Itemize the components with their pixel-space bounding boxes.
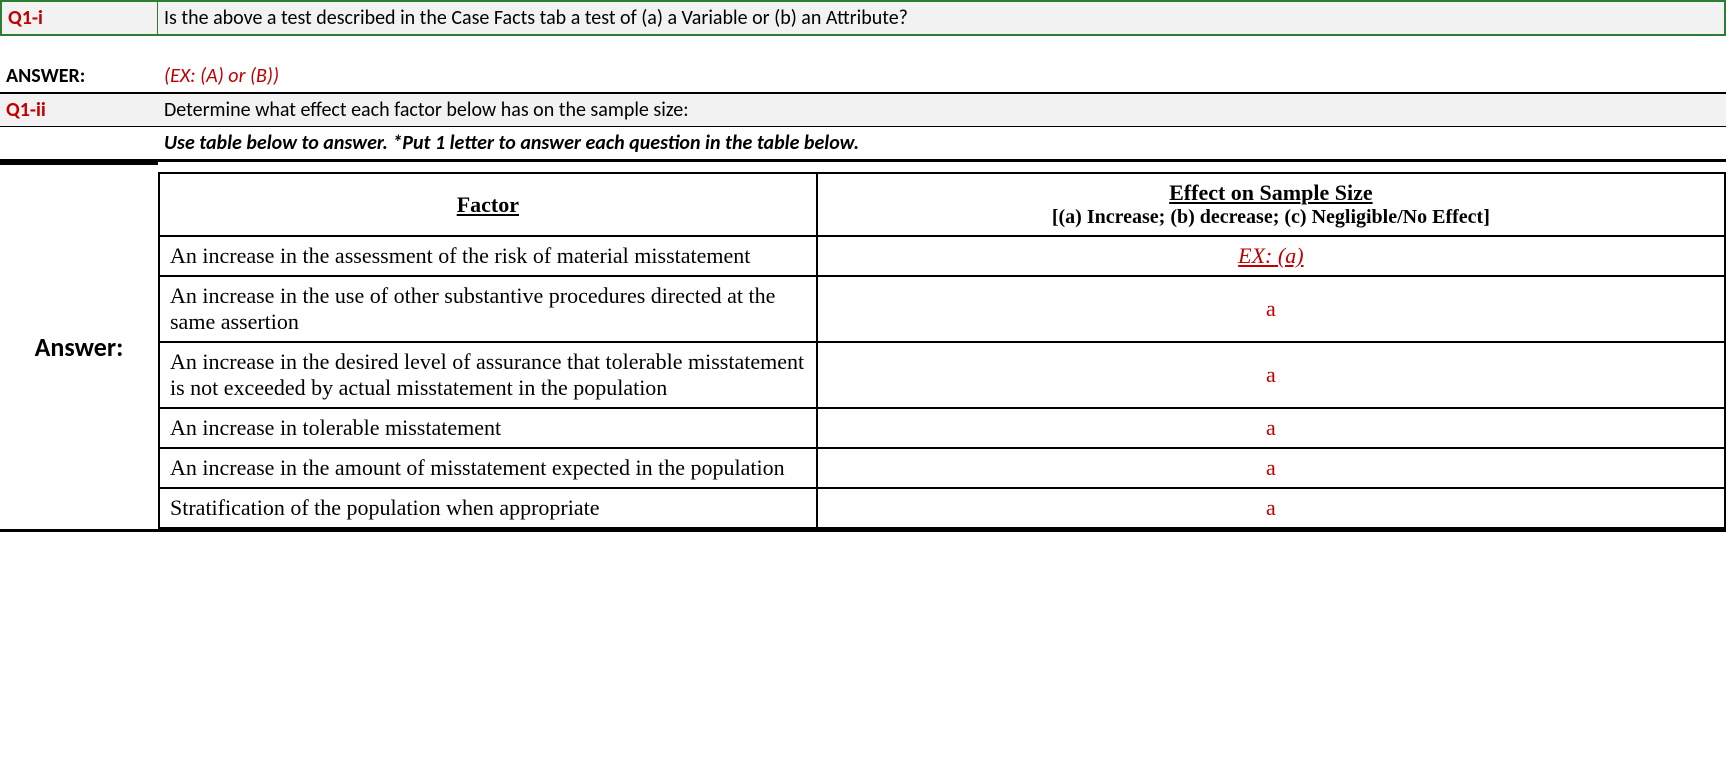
table-container: Factor Effect on Sample Size [(a) Increa… [158, 162, 1726, 529]
table-row: An increase in the desired level of assu… [159, 342, 1725, 408]
effect-cell[interactable]: a [817, 408, 1725, 448]
table-answer-label: Answer: [0, 162, 158, 529]
table-body: An increase in the assessment of the ris… [159, 236, 1725, 528]
effect-cell[interactable]: a [817, 488, 1725, 528]
table-row: An increase in tolerable misstatement a [159, 408, 1725, 448]
answer1-label: ANSWER: [0, 36, 158, 92]
answer1-row: ANSWER: (EX: (A) or (B)) [0, 36, 1726, 93]
table-header-row: Factor Effect on Sample Size [(a) Increa… [159, 173, 1725, 236]
table-row: An increase in the use of other substant… [159, 276, 1725, 342]
instruction-row: Use table below to answer. *Put 1 letter… [0, 127, 1726, 162]
header-effect-line1: Effect on Sample Size [828, 180, 1714, 206]
effect-cell[interactable]: a [817, 342, 1725, 408]
factor-cell: An increase in the use of other substant… [159, 276, 817, 342]
header-factor-text: Factor [170, 192, 806, 218]
header-effect: Effect on Sample Size [(a) Increase; (b)… [817, 173, 1725, 236]
table-zone: Answer: Factor Effect on Sample Size [(a… [0, 162, 1726, 532]
q1i-row: Q1-i Is the above a test described in th… [0, 0, 1726, 36]
table-row: Stratification of the population when ap… [159, 488, 1725, 528]
factor-cell: An increase in the amount of misstatemen… [159, 448, 817, 488]
q1i-label: Q1-i [0, 0, 158, 36]
factor-cell: An increase in the assessment of the ris… [159, 236, 817, 276]
worksheet: Q1-i Is the above a test described in th… [0, 0, 1726, 532]
factor-cell: Stratification of the population when ap… [159, 488, 817, 528]
effect-cell[interactable]: a [817, 276, 1725, 342]
answer1-text[interactable]: (EX: (A) or (B)) [158, 36, 1726, 92]
effect-cell[interactable]: a [817, 448, 1725, 488]
effect-cell[interactable]: EX: (a) [817, 236, 1725, 276]
q1i-text: Is the above a test described in the Cas… [158, 0, 1726, 36]
table-row: An increase in the amount of misstatemen… [159, 448, 1725, 488]
instruction-spacer [0, 127, 158, 159]
header-factor: Factor [159, 173, 817, 236]
instruction-text: Use table below to answer. *Put 1 letter… [158, 127, 1726, 159]
table-row: An increase in the assessment of the ris… [159, 236, 1725, 276]
q1ii-label: Q1-ii [0, 93, 158, 127]
factor-cell: An increase in the desired level of assu… [159, 342, 817, 408]
header-effect-line2: [(a) Increase; (b) decrease; (c) Negligi… [828, 206, 1714, 229]
q1ii-row: Q1-ii Determine what effect each factor … [0, 93, 1726, 127]
factor-cell: An increase in tolerable misstatement [159, 408, 817, 448]
q1ii-text: Determine what effect each factor below … [158, 93, 1726, 127]
factor-table: Factor Effect on Sample Size [(a) Increa… [158, 172, 1726, 529]
